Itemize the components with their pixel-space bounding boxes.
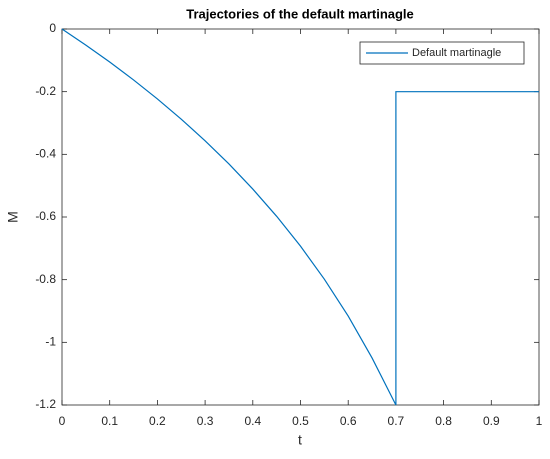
x-tick-label: 0.7 <box>388 414 405 428</box>
x-tick-label: 1 <box>536 414 543 428</box>
x-tick-label: 0 <box>59 414 66 428</box>
x-tick-label: 0.5 <box>292 414 309 428</box>
y-tick-label: -0.2 <box>35 84 56 98</box>
y-axis-label: M <box>5 211 21 223</box>
x-tick-label: 0.2 <box>149 414 166 428</box>
x-axis-label: t <box>298 432 302 448</box>
y-tick-label: -1.2 <box>35 397 56 411</box>
x-tick-label: 0.9 <box>483 414 500 428</box>
x-tick-label: 0.6 <box>340 414 357 428</box>
y-tick-label: -0.8 <box>35 272 56 286</box>
y-tick-label: -0.4 <box>35 147 56 161</box>
chart-title: Trajectories of the default martinagle <box>186 6 414 21</box>
x-tick-label: 0.4 <box>244 414 261 428</box>
y-tick-label: -0.6 <box>35 209 56 223</box>
legend-label: Default martinagle <box>412 47 501 59</box>
y-tick-label: 0 <box>49 21 56 35</box>
x-tick-label: 0.8 <box>435 414 452 428</box>
y-tick-label: -1 <box>45 335 56 349</box>
x-tick-label: 0.1 <box>101 414 118 428</box>
legend-box <box>359 41 525 65</box>
line <box>61 28 539 406</box>
x-tick-label: 0.3 <box>197 414 214 428</box>
